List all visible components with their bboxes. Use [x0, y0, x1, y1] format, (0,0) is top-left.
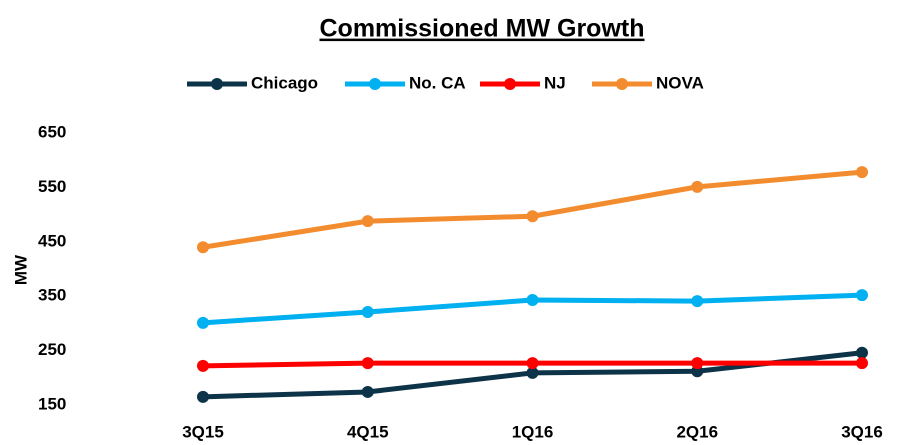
data-point — [361, 385, 374, 398]
data-point — [691, 357, 704, 370]
data-point — [856, 289, 868, 302]
data-point — [526, 366, 539, 379]
data-point — [361, 357, 374, 370]
x-tick-label: 1Q16 — [512, 422, 554, 441]
data-point — [197, 359, 209, 372]
data-point — [526, 357, 539, 370]
series-line — [202, 169, 863, 250]
legend-marker — [211, 78, 223, 90]
y-tick-label: 550 — [38, 177, 66, 196]
data-point — [526, 210, 539, 223]
legend-marker — [504, 78, 516, 90]
legend-label: Chicago — [251, 73, 318, 92]
data-point — [691, 180, 704, 193]
legend-label: NOVA — [656, 73, 704, 92]
x-tick-label: 3Q15 — [182, 422, 224, 441]
x-tick-label: 2Q16 — [676, 422, 718, 441]
y-tick-label: 650 — [38, 122, 66, 141]
data-point — [856, 166, 868, 179]
legend-marker — [616, 78, 628, 90]
data-point — [197, 316, 209, 329]
chart-title: Commissioned MW Growth — [320, 15, 645, 43]
legend-label: No. CA — [409, 73, 466, 92]
x-tick-label: 4Q15 — [347, 422, 389, 441]
data-point — [197, 390, 209, 403]
legend-label: NJ — [544, 73, 566, 92]
y-axis-label: MW — [11, 254, 30, 285]
data-point — [361, 215, 374, 228]
data-point — [197, 241, 209, 254]
y-tick-label: 250 — [38, 340, 66, 359]
x-tick-label: 3Q16 — [841, 422, 883, 441]
y-tick-label: 150 — [38, 394, 66, 413]
y-tick-label: 350 — [38, 286, 66, 305]
y-tick-label: 450 — [38, 231, 66, 250]
data-point — [856, 357, 868, 370]
data-point — [856, 346, 868, 359]
data-point — [691, 295, 704, 308]
legend-marker — [369, 78, 381, 90]
data-point — [361, 305, 374, 318]
data-point — [526, 294, 539, 307]
